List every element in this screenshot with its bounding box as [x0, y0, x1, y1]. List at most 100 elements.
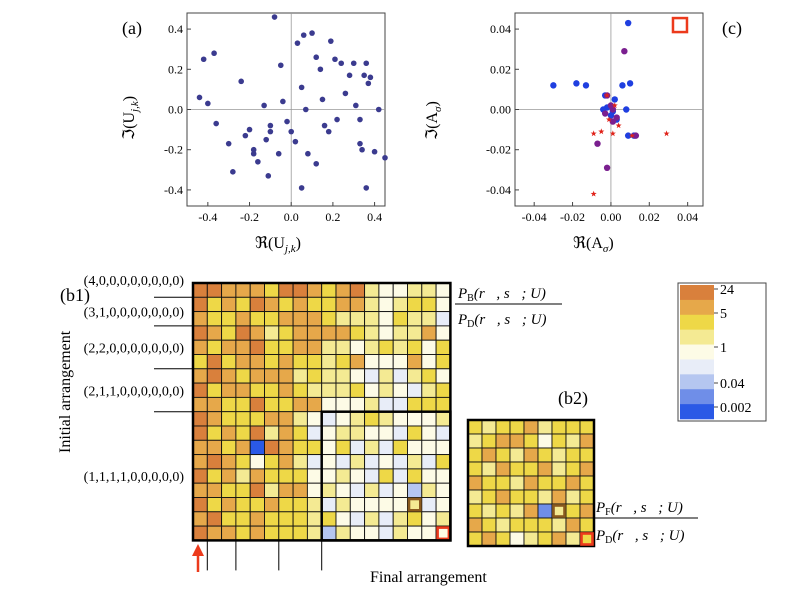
heatmap-cell-b1	[249, 339, 265, 355]
data-point-a	[298, 84, 305, 91]
heatmap-cell-b1	[407, 282, 423, 298]
heatmap-cell-b1	[192, 325, 208, 341]
heatmap-cell-b1	[306, 311, 323, 327]
heatmap-cell-b1	[264, 425, 280, 441]
heatmap-cell-b1	[392, 325, 408, 341]
highlight-cell-red-b1	[436, 526, 451, 541]
data-point-a	[357, 140, 363, 147]
data-point-c-purple	[609, 118, 617, 125]
heatmap-cell-b1	[264, 354, 280, 370]
heatmap-cell-b1	[435, 511, 451, 527]
ratio-denominator-b2: PD(r⃗, s⃗; U)	[595, 528, 684, 546]
sub-block-border-b1	[320, 410, 452, 542]
heatmap-cell-b1	[235, 325, 251, 341]
axes-c: -0.04 -0.02 0.00 0.02 0.04 -0.04 -0.02 0.00 0.02…	[486, 13, 703, 224]
heatmap-cell-b1	[364, 425, 380, 441]
heatmap-cell-b1	[306, 497, 323, 513]
heatmap-cell-b1	[407, 339, 423, 355]
heatmap-cell-b2	[551, 433, 567, 449]
heatmap-cell-b1	[378, 482, 394, 498]
heatmap-cell-b1	[292, 425, 308, 441]
ratio-den-b2-main: P	[595, 528, 605, 544]
heatmap-cell-b2	[481, 447, 497, 463]
heatmap-cell-b1	[435, 325, 451, 341]
heatmap-cell-b1	[407, 354, 423, 370]
ratio-num-b1-args: (r⃗, s⃗; U)	[474, 286, 546, 302]
heatmap-cell-b1	[221, 354, 237, 370]
heatmap-cell-b2	[579, 503, 595, 519]
heatmap-cell-b1	[264, 439, 280, 456]
y-tick-label-c: 0.00	[490, 103, 511, 117]
heatmap-cell-b1	[435, 354, 451, 370]
heatmap-cell-b1	[235, 396, 251, 413]
heatmap-cell-b2	[481, 489, 497, 505]
heatmap-cell-b1	[249, 311, 265, 327]
heatmap-cell-b1	[364, 368, 380, 384]
heatmap-cell-b1	[349, 425, 366, 441]
heatmap-cell-b1	[435, 296, 451, 313]
heatmap-cell-b1	[249, 282, 265, 298]
heatmap-cell-b2	[537, 475, 553, 491]
heatmap-cell-b1	[321, 325, 337, 341]
data-point-a	[238, 78, 244, 85]
heatmap-cell-b1	[392, 482, 408, 498]
x-axis-label-c-main: ℜ(A	[573, 235, 603, 252]
heatmap-cell-b1	[264, 311, 280, 327]
arrow-marker	[192, 544, 204, 572]
data-point-a	[230, 169, 236, 175]
heatmap-cell-b1	[378, 296, 394, 313]
heatmap-cell-b1	[221, 311, 237, 327]
heatmap-cell-b1	[349, 511, 366, 527]
heatmap-cell-b1	[249, 382, 265, 398]
heatmap-cell-b1	[321, 382, 337, 398]
heatmap-cell-b2	[579, 419, 595, 435]
heatmap-cell-b1	[421, 339, 437, 355]
heatmap-cell-b2	[537, 419, 553, 435]
colorbar-swatch	[680, 374, 714, 390]
heatmap-cell-b2	[565, 433, 581, 449]
heatmap-cell-b1	[192, 311, 208, 327]
colorbar-tick-label: 0.002	[720, 401, 752, 416]
data-point-c-star	[609, 130, 616, 137]
data-point-a	[242, 132, 249, 139]
heatmap-cell-b1	[421, 425, 437, 441]
colorbar-swatches	[680, 285, 714, 420]
axes-a: -0.4 -0.2 0.0 0.2 0.4 -0.4 -0.2 0.0 0.2 0.4	[164, 13, 385, 224]
heatmap-cell-b1	[221, 325, 237, 341]
heatmap-cell-b1	[407, 311, 423, 327]
heatmap-cell-b1	[349, 311, 366, 327]
heatmap-cell-b1	[407, 396, 423, 413]
heatmap-cell-b2	[509, 447, 525, 463]
data-point-a	[211, 50, 217, 57]
heatmap-cell-b1	[378, 454, 394, 470]
data-point-c-star	[628, 132, 636, 139]
heatmap-cell-b2	[495, 461, 511, 477]
heatmap-cell-b1	[221, 497, 237, 513]
heatmap-cell-b1	[249, 354, 265, 370]
heatmap-cell-b1	[192, 439, 208, 456]
heatmap-cell-b1	[321, 311, 337, 327]
heatmap-cell-b1	[278, 454, 294, 470]
colorbar-swatch	[680, 314, 714, 330]
heatmap-cell-b1	[335, 311, 351, 327]
data-point-c-blue	[611, 96, 618, 103]
heatmap-cell-b1	[349, 282, 366, 298]
heatmap-panel-b1: (b1) (4,0,0,0,0,0,0,0,0) (3,1,0,0,0,0,0,0…	[57, 274, 562, 586]
heatmap-cell-b1	[421, 311, 437, 327]
heatmap-cell-b1	[192, 339, 208, 355]
heatmap-cell-b1	[335, 282, 351, 298]
data-point-a	[382, 154, 388, 161]
heatmap-cell-b1	[364, 482, 380, 498]
ratio-num-b1-sub: B	[467, 293, 474, 304]
heatmap-cell-b1	[264, 497, 280, 513]
heatmap-cell-b2	[523, 489, 539, 505]
data-point-a	[346, 72, 353, 79]
heatmap-cell-b2	[537, 433, 553, 449]
data-point-a	[332, 56, 338, 63]
ratio-den-b1-sub: D	[467, 319, 474, 330]
heatmap-cell-b1	[206, 411, 223, 427]
heatmap-cell-b1	[392, 468, 408, 484]
heatmap-cell-b1	[292, 282, 308, 298]
colorbar-tick-label: 1	[720, 341, 727, 356]
heatmap-cell-b1	[407, 468, 423, 484]
